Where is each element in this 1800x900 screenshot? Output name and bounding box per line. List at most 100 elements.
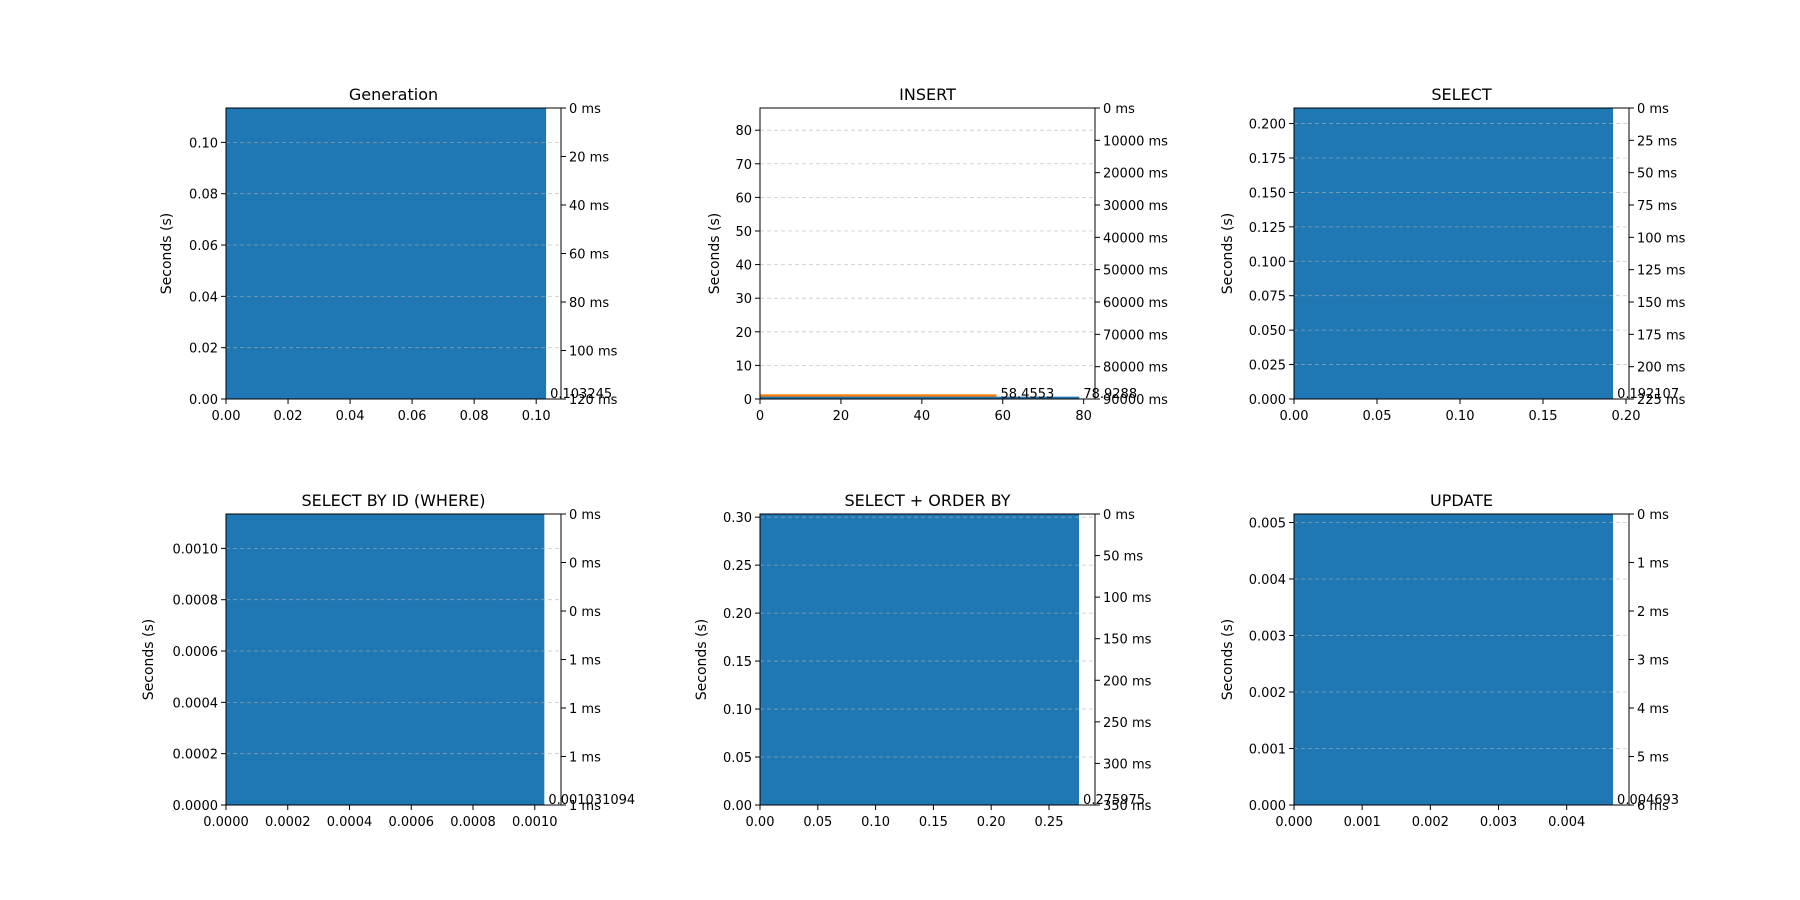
bar xyxy=(1294,514,1614,805)
y-tick-label: 0.150 xyxy=(1249,186,1286,201)
x-tick-label: 0.04 xyxy=(336,409,365,424)
x-tick-label: 0.001 xyxy=(1344,815,1381,830)
x-tick-label: 0.05 xyxy=(803,815,832,830)
right-tick-label: 150 ms xyxy=(1637,296,1686,311)
chart-panel: INSERT Seconds (s) 0 10 20 30 40 50 60 70 80 0 20 40 6… xyxy=(707,85,1168,424)
right-tick-label: 90000 ms xyxy=(1103,393,1168,408)
x-tick-label: 0.08 xyxy=(460,409,489,424)
chart-title: Generation xyxy=(349,85,438,104)
y-tick-label: 0.06 xyxy=(189,239,218,254)
bar-value-label: 0.004693 xyxy=(1617,793,1679,808)
right-tick-label: 70000 ms xyxy=(1103,328,1168,343)
y-tick-label: 40 xyxy=(735,259,752,274)
y-tick-label: 0.15 xyxy=(723,655,752,670)
x-tick-label: 0.0002 xyxy=(265,815,311,830)
y-tick-label: 0.30 xyxy=(723,511,752,526)
chart-title: INSERT xyxy=(899,85,956,104)
y-tick-label: 0.0006 xyxy=(173,645,219,660)
chart-title: UPDATE xyxy=(1430,491,1493,510)
x-tick-label: 0.05 xyxy=(1363,409,1392,424)
right-tick-label: 125 ms xyxy=(1637,264,1686,279)
x-tick-label: 0.002 xyxy=(1412,815,1449,830)
y-tick-label: 0.08 xyxy=(189,188,218,203)
y-tick-label: 0.175 xyxy=(1249,152,1286,167)
right-tick-label: 50 ms xyxy=(1637,167,1677,182)
y-tick-label: 0.075 xyxy=(1249,290,1286,305)
right-tick-label: 0 ms xyxy=(1637,508,1669,523)
right-tick-label: 5 ms xyxy=(1637,751,1669,766)
bar-value-label: 0.103245 xyxy=(550,387,612,402)
y-tick-label: 0.10 xyxy=(723,703,752,718)
y-tick-label: 0.200 xyxy=(1249,118,1286,133)
x-tick-label: 0.02 xyxy=(274,409,303,424)
y-tick-label: 0.001 xyxy=(1249,742,1286,757)
right-tick-label: 40000 ms xyxy=(1103,231,1168,246)
y-tick-label: 20 xyxy=(735,326,752,341)
x-tick-label: 0.15 xyxy=(1529,409,1558,424)
right-tick-label: 3 ms xyxy=(1637,654,1669,669)
right-tick-label: 150 ms xyxy=(1103,633,1152,648)
right-tick-label: 50000 ms xyxy=(1103,264,1168,279)
x-tick-label: 0.10 xyxy=(522,409,551,424)
right-tick-label: 1 ms xyxy=(569,751,601,766)
chart-panel: Generation Seconds (s) 0.00 0.02 0.04 0.06 0.0… xyxy=(159,85,618,424)
x-tick-label: 0.00 xyxy=(212,409,241,424)
right-tick-label: 80000 ms xyxy=(1103,361,1168,376)
y-tick-label: 0.050 xyxy=(1249,324,1286,339)
y-tick-label: 80 xyxy=(735,124,752,139)
y-axis-label: Seconds (s) xyxy=(1220,213,1236,294)
y-tick-label: 0 xyxy=(744,393,752,408)
y-tick-label: 0.000 xyxy=(1249,393,1286,408)
x-tick-label: 0.004 xyxy=(1548,815,1585,830)
right-tick-label: 0 ms xyxy=(1103,102,1135,117)
y-tick-label: 0.000 xyxy=(1249,799,1286,814)
y-tick-label: 0.0004 xyxy=(173,696,219,711)
right-tick-label: 0 ms xyxy=(569,557,601,572)
bar-value-label: 58.4553 xyxy=(1001,387,1055,402)
right-tick-label: 60 ms xyxy=(569,248,609,263)
y-tick-label: 0.025 xyxy=(1249,359,1286,374)
right-tick-label: 200 ms xyxy=(1637,361,1686,376)
right-tick-label: 20 ms xyxy=(569,151,609,166)
right-tick-label: 300 ms xyxy=(1103,757,1152,772)
bar-value-label: 0.192107 xyxy=(1617,387,1679,402)
y-tick-label: 0.20 xyxy=(723,607,752,622)
y-tick-label: 0.0008 xyxy=(173,594,219,609)
right-tick-label: 1 ms xyxy=(569,702,601,717)
y-tick-label: 0.0002 xyxy=(173,748,219,763)
x-tick-label: 0.0010 xyxy=(512,815,558,830)
y-tick-label: 10 xyxy=(735,359,752,374)
right-tick-label: 250 ms xyxy=(1103,716,1152,731)
right-tick-label: 225 ms xyxy=(1637,393,1686,408)
axes-frame xyxy=(759,107,1096,400)
right-tick-label: 0 ms xyxy=(569,102,601,117)
x-tick-label: 0.10 xyxy=(1446,409,1475,424)
y-tick-label: 0.100 xyxy=(1249,255,1286,270)
y-tick-label: 0.125 xyxy=(1249,221,1286,236)
x-tick-label: 40 xyxy=(914,409,931,424)
right-tick-label: 20000 ms xyxy=(1103,167,1168,182)
y-tick-label: 60 xyxy=(735,191,752,206)
x-tick-label: 0.15 xyxy=(919,815,948,830)
right-tick-label: 200 ms xyxy=(1103,674,1152,689)
chart-panel: UPDATE Seconds (s) 0.000 0.001 0.002 0.003 0.0… xyxy=(1220,491,1679,830)
y-axis-label: Seconds (s) xyxy=(694,619,710,700)
y-tick-label: 70 xyxy=(735,158,752,173)
axes-frame xyxy=(759,513,1096,806)
x-tick-label: 0.25 xyxy=(1035,815,1064,830)
bar-value-label: 78.9288 xyxy=(1083,387,1137,402)
axes-frame xyxy=(1293,107,1630,400)
right-tick-label: 350 ms xyxy=(1103,799,1152,814)
y-axis-label: Seconds (s) xyxy=(1220,619,1236,700)
y-tick-label: 0.004 xyxy=(1249,573,1286,588)
right-tick-label: 100 ms xyxy=(1637,231,1686,246)
x-tick-label: 0.20 xyxy=(1612,409,1641,424)
y-tick-label: 0.003 xyxy=(1249,629,1286,644)
x-tick-label: 0.0006 xyxy=(389,815,435,830)
bar-value-label: 0.275975 xyxy=(1083,793,1145,808)
right-tick-label: 0 ms xyxy=(1637,102,1669,117)
right-tick-label: 60000 ms xyxy=(1103,296,1168,311)
y-tick-label: 0.0010 xyxy=(173,542,219,557)
right-tick-label: 80 ms xyxy=(569,296,609,311)
